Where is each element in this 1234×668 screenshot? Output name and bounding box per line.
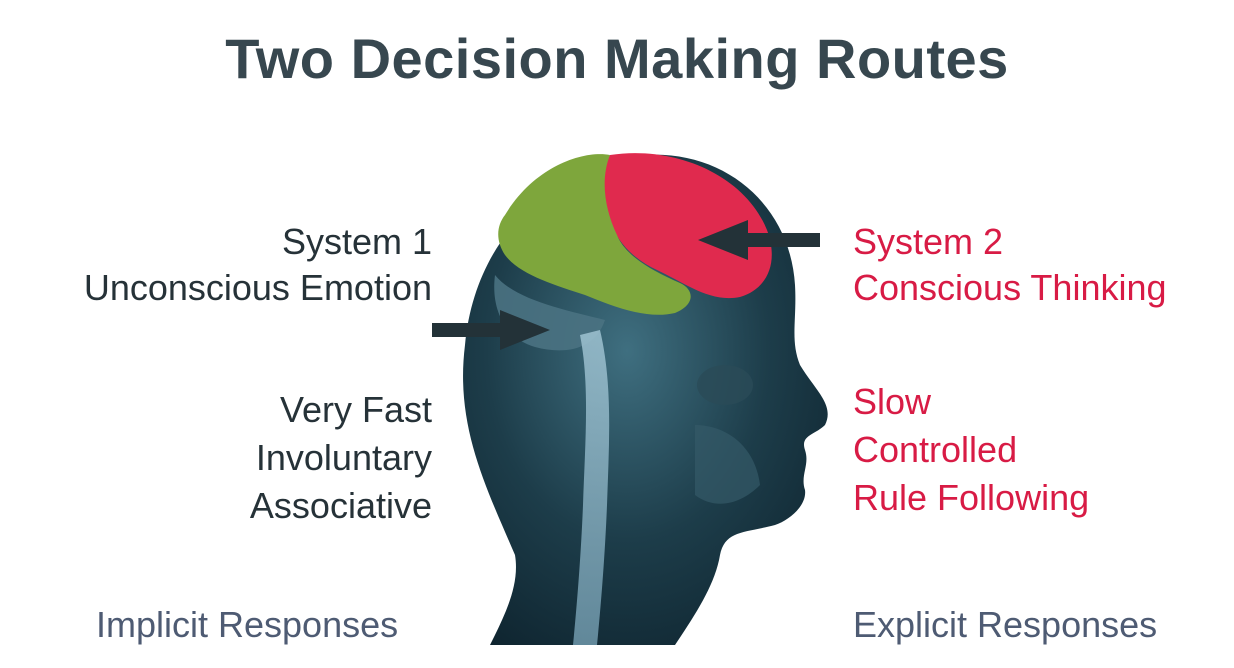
spine: [573, 330, 610, 645]
system1-heading: System 1: [281, 221, 432, 262]
limbic-region: [498, 154, 691, 315]
system2-arrow: [698, 220, 820, 260]
system1-trait: Associative: [249, 485, 432, 526]
cortex-region: [603, 153, 772, 299]
explicit-responses-label: Explicit Responses: [853, 604, 1158, 645]
system1-arrow: [432, 310, 550, 350]
system1-trait: Very Fast: [279, 389, 432, 430]
implicit-responses-label: Implicit Responses: [96, 604, 399, 645]
system1-subtitle: Unconscious Emotion: [83, 267, 432, 308]
system1-trait: Involuntary: [255, 437, 432, 478]
system2-trait: Rule Following: [853, 477, 1090, 518]
system2-subtitle: Conscious Thinking: [853, 267, 1167, 308]
system2-heading: System 2: [853, 221, 1004, 262]
system2-trait: Slow: [853, 381, 932, 422]
system2-trait: Controlled: [853, 429, 1018, 470]
page-title: Two Decision Making Routes: [225, 27, 1009, 90]
